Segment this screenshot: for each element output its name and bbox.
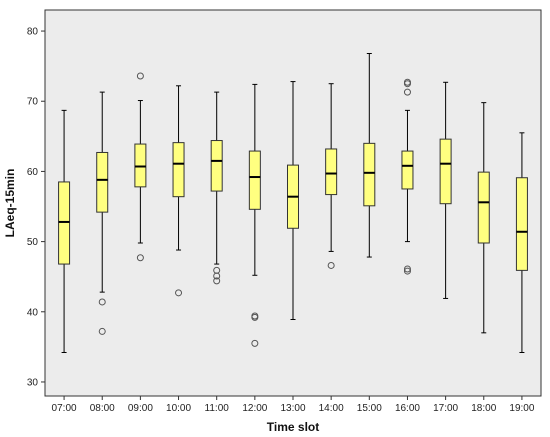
y-tick-label: 40 (27, 307, 39, 318)
x-tick-label: 16:00 (395, 403, 420, 414)
iqr-box (210, 140, 223, 192)
box-1300 (287, 81, 299, 321)
outlier-point (251, 313, 259, 321)
outlier-point (403, 267, 411, 275)
x-tick-label: 07:00 (52, 403, 77, 414)
x-tick-label: 12:00 (242, 403, 267, 414)
x-tick-label: 14:00 (319, 403, 344, 414)
outlier-point (175, 289, 183, 297)
outlier-point (251, 339, 259, 347)
x-tick-label: 18:00 (471, 403, 496, 414)
x-tick-label: 08:00 (90, 403, 115, 414)
iqr-box (96, 151, 109, 213)
box-1700 (439, 81, 452, 299)
outlier-point (213, 277, 221, 285)
box-series (58, 53, 528, 353)
box-1500 (363, 53, 376, 258)
box-0800 (96, 91, 109, 335)
y-tick-label: 30 (27, 377, 39, 388)
outlier-point (136, 72, 144, 80)
iqr-box (325, 148, 338, 196)
x-tick-label: 19:00 (509, 403, 534, 414)
iqr-box (439, 138, 452, 205)
box-1400 (325, 83, 338, 269)
x-axis: 07:00 08:00 09:00 10:00 11:00 12:00 13:00 14:00… (52, 396, 535, 414)
x-tick-label: 11:00 (205, 403, 230, 414)
y-tick-label: 50 (27, 237, 39, 248)
iqr-box (515, 177, 528, 271)
box-0700 (58, 109, 71, 353)
iqr-box (477, 171, 490, 244)
iqr-box (172, 142, 185, 198)
outlier-point (327, 261, 335, 269)
iqr-box (401, 150, 414, 190)
y-axis-title: LAeq-15min (3, 169, 17, 238)
outlier-point (403, 88, 411, 96)
y-tick-label: 70 (27, 97, 39, 108)
outlier-point (98, 327, 106, 335)
y-tick-label: 80 (27, 27, 39, 38)
iqr-box (58, 181, 71, 265)
box-1100 (210, 91, 223, 285)
outlier-point (403, 265, 411, 273)
box-1600 (401, 78, 414, 275)
x-tick-label: 10:00 (166, 403, 191, 414)
box-1000 (172, 85, 185, 297)
box-1800 (477, 102, 490, 334)
outlier-point (403, 80, 411, 88)
x-tick-label: 15:00 (357, 403, 382, 414)
box-0900 (134, 72, 147, 262)
outlier-point (136, 254, 144, 262)
y-tick-label: 60 (27, 167, 39, 178)
box-1900 (515, 132, 528, 353)
x-tick-label: 09:00 (128, 403, 153, 414)
x-tick-label: 17:00 (433, 403, 458, 414)
box-1200 (248, 83, 261, 347)
iqr-box (134, 143, 147, 188)
iqr-box (248, 150, 261, 210)
iqr-box (363, 142, 376, 207)
outlier-point (98, 298, 106, 306)
x-axis-title: Time slot (267, 420, 319, 434)
y-axis: 30 40 50 60 70 80 (27, 27, 45, 388)
outlier-point (213, 272, 221, 280)
x-tick-label: 13:00 (280, 403, 305, 414)
